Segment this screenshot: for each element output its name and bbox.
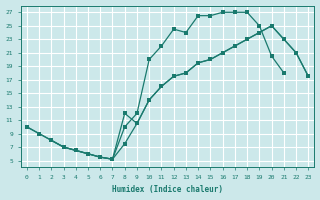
- X-axis label: Humidex (Indice chaleur): Humidex (Indice chaleur): [112, 185, 223, 194]
